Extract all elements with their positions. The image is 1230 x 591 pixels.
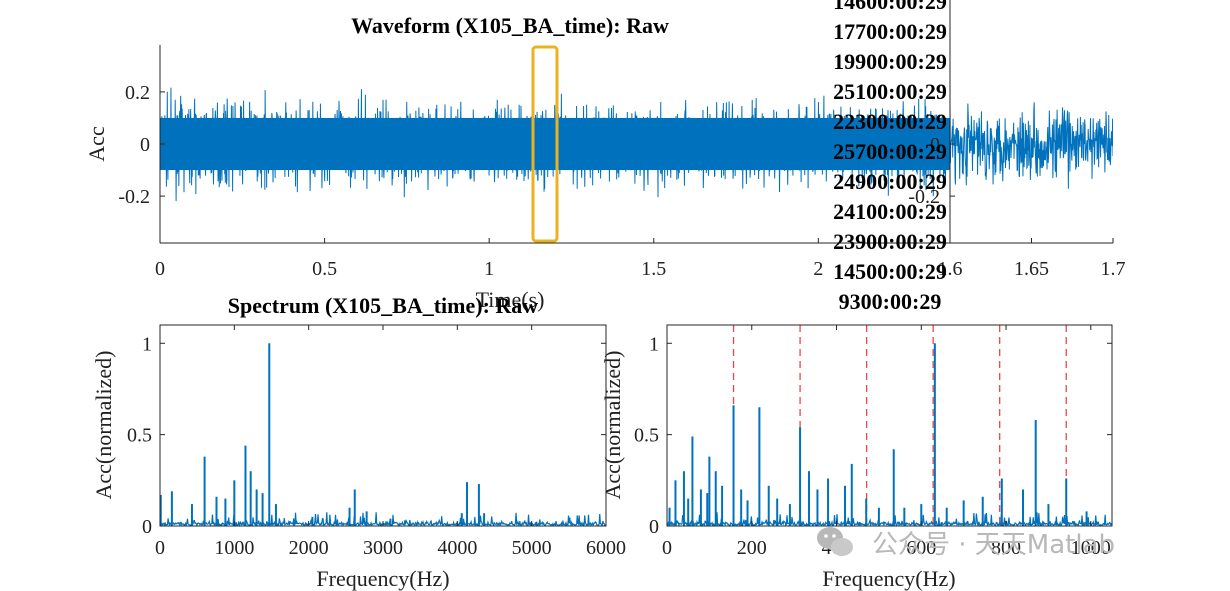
overlay-label: 25100:00:29 xyxy=(833,79,947,104)
zoom-y-tick-label: -0.2 xyxy=(908,186,940,208)
waveform-dense-band xyxy=(160,117,950,171)
spectrum-full-x-tick-label: 3000 xyxy=(363,537,403,559)
zoom-x-tick-label: 1.7 xyxy=(1101,258,1126,280)
spectrum-zoom-x-tick-label: 1000 xyxy=(1071,537,1111,559)
spectrum-full-y-label: Acc(normalized) xyxy=(91,350,116,499)
overlay-label: 17700:00:29 xyxy=(833,19,947,44)
overlay-label: 24900:00:29 xyxy=(833,169,947,194)
waveform-y-tick-label: 0.2 xyxy=(125,82,150,104)
overlay-label: 22300:00:29 xyxy=(833,109,947,134)
watermark: 公众号 · 天天Matlab xyxy=(817,527,1115,560)
spectrum-full-series xyxy=(160,343,606,526)
spectrum-full-x-tick-label: 6000 xyxy=(586,537,626,559)
waveform-title: Waveform (X105_BA_time): Raw xyxy=(351,13,669,38)
watermark-text: 公众号 · 天天Matlab xyxy=(872,530,1115,560)
spectrum-zoom-y-label: Acc(normalized) xyxy=(600,350,625,499)
wechat-icon xyxy=(817,527,853,556)
spectrum-zoom-x-tick-label: 600 xyxy=(906,537,936,559)
harmonic-markers xyxy=(732,325,1067,526)
waveform-y-tick-label: 0 xyxy=(140,134,150,156)
spectrum-full-y-tick-label: 1 xyxy=(142,333,152,355)
overlay-label: 19900:00:29 xyxy=(833,49,947,74)
spectrum-full-x-tick-label: 4000 xyxy=(437,537,477,559)
spectrum-zoom-panel: 02004006008001000 10.50 Acc(normalized) … xyxy=(600,324,1113,591)
spectrum-zoom-y-ticks: 10.50 xyxy=(634,333,1112,538)
waveform-x-tick-label: 1 xyxy=(484,258,494,280)
overlay-label: 25700:00:29 xyxy=(833,139,947,164)
zoom-series xyxy=(950,102,1113,189)
zoom-y-tick-label: 0 xyxy=(930,134,940,156)
zoom-x-tick-label: 1.65 xyxy=(1014,258,1049,280)
spectrum-full-x-tick-label: 5000 xyxy=(512,537,552,559)
spectrum-zoom-y-tick-label: 0.5 xyxy=(634,425,659,447)
waveform-x-label: Time(s) xyxy=(476,287,545,312)
spectrum-full-y-tick-label: 0.5 xyxy=(127,425,152,447)
spectrum-full-y-tick-label: 0 xyxy=(142,516,152,538)
overlay-label-column: 14600:00:29 17700:00:29 19900:00:29 25100:0… xyxy=(833,0,947,314)
waveform-x-tick-label: 0.5 xyxy=(312,258,337,280)
zoom-x-ticks: 1.6 1.65 1.7 xyxy=(938,238,1126,280)
overlay-label: 14500:00:29 xyxy=(833,259,947,284)
spectrum-full-x-tick-label: 2000 xyxy=(289,537,329,559)
spectrum-zoom-x-label: Frequency(Hz) xyxy=(822,566,955,591)
spectrum-full-x-tick-label: 1000 xyxy=(214,537,254,559)
spectrum-full-frame xyxy=(159,324,607,527)
spectrum-zoom-x-tick-label: 200 xyxy=(737,537,767,559)
zoom-y-ticks: 0 -0.2 xyxy=(908,134,955,208)
overlay-label: 9300:00:29 xyxy=(839,289,942,314)
overlay-label: 24100:00:29 xyxy=(833,199,947,224)
overlay-label: 14600:00:29 xyxy=(833,0,947,14)
waveform-x-tick-label: 1.5 xyxy=(641,258,666,280)
spectrum-zoom-x-ticks: 02004006008001000 xyxy=(662,325,1111,559)
spectrum-zoom-y-tick-label: 0 xyxy=(649,516,659,538)
waveform-panel: Waveform (X105_BA_time): Raw 0 0.5 1 1.5 2 0… xyxy=(84,13,950,312)
zoom-line xyxy=(950,102,1113,189)
waveform-series xyxy=(160,87,950,202)
spectrum-zoom-series xyxy=(667,343,1112,526)
spectrum-full-panel: Spectrum (X105_BA_time): Raw 0 1000 2000 30… xyxy=(91,293,626,591)
highlight-window xyxy=(531,45,559,243)
spectrum-zoom-x-tick-label: 0 xyxy=(662,537,672,559)
overlay-label: 23900:00:29 xyxy=(833,229,947,254)
spectrum-full-x-ticks: 0 1000 2000 3000 4000 5000 6000 xyxy=(155,325,626,559)
spectrum-zoom-frame xyxy=(666,324,1113,527)
spectrum-full-x-label: Frequency(Hz) xyxy=(316,566,449,591)
spectrum-zoom-x-tick-label: 800 xyxy=(991,537,1021,559)
waveform-y-tick-label: -0.2 xyxy=(118,186,150,208)
spectrum-zoom-y-tick-label: 1 xyxy=(649,333,659,355)
spectrum-full-x-tick-label: 0 xyxy=(155,537,165,559)
waveform-x-ticks: 0 0.5 1 1.5 2 xyxy=(155,238,823,280)
zoom-x-tick-label: 1.6 xyxy=(938,258,963,280)
waveform-y-label: Acc xyxy=(84,126,109,162)
waveform-x-tick-label: 0 xyxy=(155,258,165,280)
waveform-x-tick-label: 2 xyxy=(813,258,823,280)
waveform-y-ticks: 0.2 0 -0.2 xyxy=(118,82,165,208)
waveform-zoom-panel: 1.6 1.65 1.7 0 -0.2 xyxy=(908,0,1126,280)
spectrum-full-y-ticks: 10.50 xyxy=(127,333,606,538)
spectrum-title: Spectrum (X105_BA_time): Raw xyxy=(228,293,538,318)
